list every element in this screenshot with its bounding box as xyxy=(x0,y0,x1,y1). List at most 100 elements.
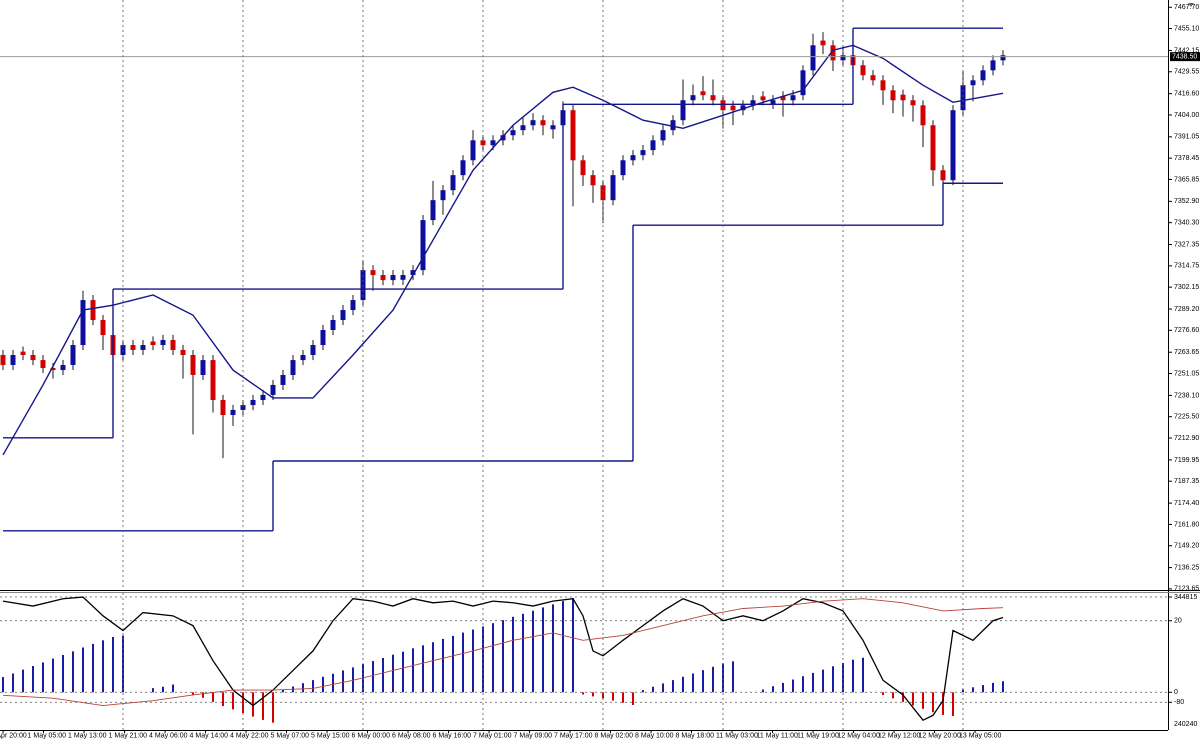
histogram-bar xyxy=(522,613,524,693)
candle-body xyxy=(450,175,456,191)
candle-body xyxy=(600,185,606,201)
histogram-bar xyxy=(992,682,994,693)
histogram-bar xyxy=(892,692,894,699)
candle-body xyxy=(370,270,376,276)
y-tick-label: 7378.45 xyxy=(1174,155,1199,162)
histogram-bar xyxy=(262,692,264,720)
y-tick-label: 7365.85 xyxy=(1174,176,1199,183)
y-tick-label: 7123.65 xyxy=(1174,586,1199,593)
candle-body xyxy=(410,270,416,276)
candle-body xyxy=(100,320,106,336)
candle-body xyxy=(460,160,466,176)
candle-body xyxy=(580,160,586,176)
histogram-bar xyxy=(672,680,674,693)
histogram-bar xyxy=(772,686,774,693)
candle-body xyxy=(570,110,576,161)
candle-body xyxy=(610,175,616,201)
histogram-bar xyxy=(802,676,804,693)
candle-body xyxy=(810,45,816,71)
y-tick-label: -80 xyxy=(1174,699,1184,706)
histogram-bar xyxy=(702,670,704,693)
candle-body xyxy=(770,100,776,104)
x-tick-label: 4 May 22:00 xyxy=(230,732,269,739)
candle-body xyxy=(920,105,926,126)
candle-body xyxy=(250,399,256,406)
candle-body xyxy=(640,150,646,156)
histogram-bar xyxy=(622,692,624,703)
x-tick-label: 7 May 17:00 xyxy=(554,732,593,739)
histogram-bar xyxy=(392,654,394,693)
y-tick-label: 7442.15 xyxy=(1174,47,1199,54)
candle-body xyxy=(620,160,626,176)
histogram-bar xyxy=(232,692,234,710)
candle-body xyxy=(420,220,426,271)
y-tick-label: 7276.60 xyxy=(1174,327,1199,334)
histogram-bar xyxy=(242,692,244,714)
candle-body xyxy=(650,140,656,151)
x-tick-label: 1 May 05:00 xyxy=(28,732,67,739)
candle-body xyxy=(160,339,166,346)
histogram-bar xyxy=(922,692,924,709)
y-tick-label: 7263.65 xyxy=(1174,349,1199,356)
histogram-bar xyxy=(782,682,784,693)
histogram-bar xyxy=(582,692,584,695)
histogram-bar xyxy=(942,692,944,715)
histogram-bar xyxy=(272,692,274,723)
candle-body xyxy=(80,300,86,346)
histogram-bar xyxy=(962,689,964,693)
histogram-bar xyxy=(592,692,594,697)
candle-body xyxy=(960,85,966,111)
histogram-bar xyxy=(682,676,684,693)
histogram-bar xyxy=(62,654,64,693)
histogram-bar xyxy=(342,670,344,693)
candle-body xyxy=(740,105,746,111)
candle-body xyxy=(520,125,526,131)
histogram-bar xyxy=(902,692,904,702)
histogram-bar xyxy=(632,692,634,705)
x-tick-label: 8 May 10:00 xyxy=(635,732,674,739)
candle-body xyxy=(760,96,766,101)
candle-body xyxy=(440,190,446,201)
candle-body xyxy=(390,275,396,281)
candle-body xyxy=(230,409,236,416)
histogram-bar xyxy=(52,658,54,693)
current-price-label: 7438.50 xyxy=(1172,53,1197,60)
candle-body xyxy=(590,175,596,186)
indicator-panel xyxy=(0,596,1168,723)
x-tick-label: 1 May 21:00 xyxy=(109,732,148,739)
histogram-bar xyxy=(852,659,854,693)
histogram-bar xyxy=(32,666,34,693)
candle-body xyxy=(550,125,556,130)
y-tick-label: 7340.30 xyxy=(1174,219,1199,226)
candle-body xyxy=(330,320,336,330)
y-tick-label: 7314.75 xyxy=(1174,263,1199,270)
candle-body xyxy=(200,360,206,375)
y-tick-label: 7455.10 xyxy=(1174,25,1199,32)
candle-body xyxy=(210,360,216,400)
x-tick-label: 1 May 13:00 xyxy=(68,732,107,739)
y-tick-label: 7391.05 xyxy=(1174,134,1199,141)
candle-body xyxy=(910,100,916,106)
candle-body xyxy=(700,91,706,96)
labels: 7467.70 7455.10 7442.15 7429.55 7416.60 7404.… xyxy=(0,4,1200,739)
current-price-box xyxy=(1170,52,1200,62)
histogram-bar xyxy=(102,640,104,693)
histogram-bar xyxy=(402,651,404,693)
candle-body xyxy=(860,65,866,76)
candle-body xyxy=(870,75,876,81)
histogram-bar xyxy=(282,689,284,693)
candle-body xyxy=(130,345,136,350)
histogram-bar xyxy=(562,601,564,693)
histogram-bar xyxy=(382,658,384,693)
candle-body xyxy=(320,329,326,346)
x-tick-label: 5 May 15:00 xyxy=(311,732,350,739)
candle-body xyxy=(170,339,176,350)
candle-body xyxy=(780,96,786,101)
y-tick-label: 7302.15 xyxy=(1174,284,1199,291)
candle-body xyxy=(930,125,936,171)
candle-body xyxy=(30,355,36,361)
y-tick-label: 7212.90 xyxy=(1174,435,1199,442)
candle-body xyxy=(290,360,296,375)
histogram-bar xyxy=(202,692,204,698)
